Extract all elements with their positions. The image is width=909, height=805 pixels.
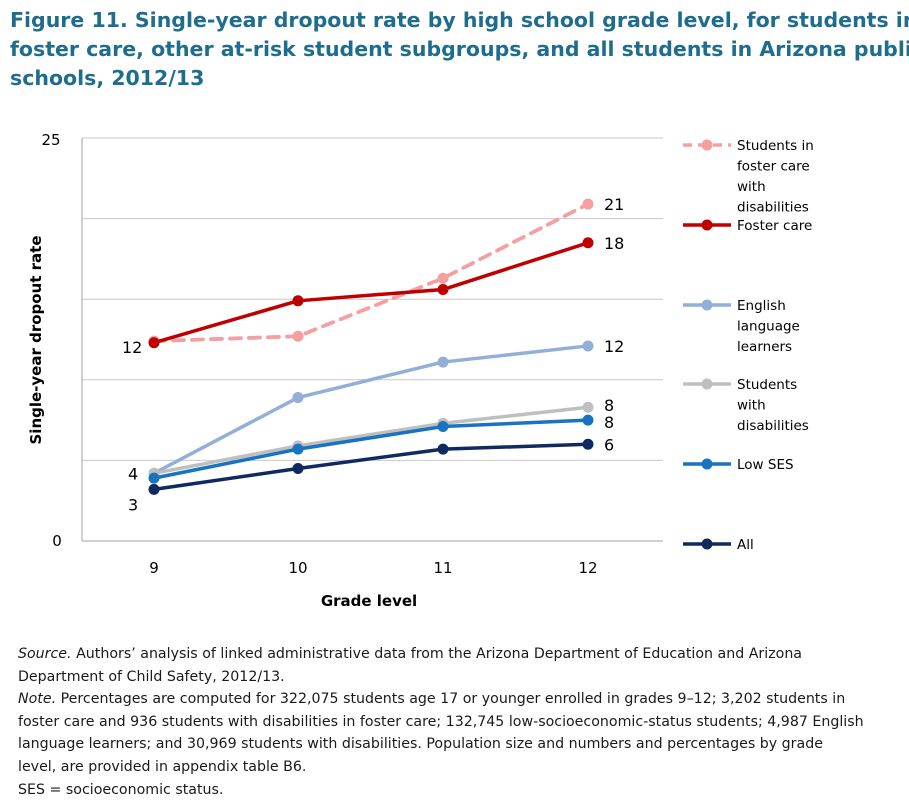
x-tick-label-11: 11 [433,559,452,577]
legend-label-english-language-learners-line-1: English [737,298,786,314]
legend-label-all-line-1: All [737,537,754,553]
series-line-low-ses [152,418,590,480]
legend-item-foster-care: Foster care [683,218,812,234]
data-point-students-in-foster-care-with-disabilities-grade-10 [292,330,304,342]
data-point-english-language-learners-grade-11 [437,356,449,368]
source-note: Source. Authors’ analysis of linked admi… [18,643,898,666]
source-note-continued: Department of Child Safety, 2012/13. [18,668,285,685]
y-tick-label-max: 25 [41,131,60,149]
series-foster-care [148,237,594,349]
legend-swatch-marker-students-with-disabilities [701,378,713,390]
start-label-students-in-foster-care-with-disabilities: 12 [122,338,142,357]
figure-notes: Source. Authors’ analysis of linked admi… [18,643,898,801]
legend-label-foster-care-line-1: Foster care [737,218,812,234]
data-point-students-in-foster-care-with-disabilities-grade-12 [582,198,594,210]
end-label-students-in-foster-care-with-disabilities: 21 [604,195,624,214]
data-point-all-grade-10 [292,462,304,474]
axes: 25 0 Single-year dropout rate Grade leve… [27,131,663,610]
data-point-low-ses-grade-10 [292,443,304,455]
legend-swatch-marker-english-language-learners [701,299,713,311]
data-point-foster-care-grade-12 [582,237,594,249]
legend-swatch-marker-all [701,538,713,550]
legend-label-students-in-foster-care-with-disabilities-line-4: disabilities [737,200,809,216]
figure-title-line-2: foster care, other at-risk student subgr… [10,37,909,61]
method-note-line-4: level, are provided in appendix table B6… [18,758,307,775]
x-tick-label-10: 10 [288,559,307,577]
data-point-english-language-learners-grade-10 [292,392,304,404]
series-line-students-with-disabilities [152,405,590,476]
x-tick-label-9: 9 [149,559,159,577]
data-point-students-with-disabilities-grade-12 [582,401,594,413]
figure-title-line-3: schools, 2012/13 [10,66,205,90]
ses-note: SES = socioeconomic status. [18,781,224,798]
legend-label-low-ses-line-1: Low SES [737,457,794,473]
line-chart: 25 0 Single-year dropout rate Grade leve… [27,131,814,610]
x-tick-labels: 9 10 11 12 [149,559,597,577]
gridlines [82,137,663,461]
x-axis-title: Grade level [321,592,417,610]
legend-label-students-in-foster-care-with-disabilities-line-2: foster care [737,159,810,175]
legend-item-students-with-disabilities: Students with disabilities [683,377,809,434]
data-point-english-language-learners-grade-12 [582,340,594,352]
data-point-low-ses-grade-9 [148,472,160,484]
data-point-foster-care-grade-10 [292,295,304,307]
figure-title-line-1: Figure 11. Single-year dropout rate by h… [10,8,909,32]
end-label-english-language-learners: 12 [604,337,624,356]
data-labels: 21 18 12 88 6 12 4 3 [122,195,624,514]
legend-label-students-with-disabilities-line-1: Students [737,377,797,393]
data-point-all-grade-11 [437,443,449,455]
data-point-all-grade-9 [148,483,160,495]
end-label-foster-care: 18 [604,234,624,253]
series-line-all [152,442,590,492]
legend: Students in foster care with disabilities Fo… [683,138,814,553]
legend-label-students-with-disabilities-line-2: with [737,398,766,414]
series-low-ses [148,414,594,484]
legend-item-low-ses: Low SES [683,457,794,473]
figure-title: Figure 11. Single-year dropout rate by h… [10,6,909,93]
series-line-foster-care [152,241,590,345]
data-point-all-grade-12 [582,438,594,450]
legend-swatch-marker-students-in-foster-care-with-disabilities [701,139,713,151]
data-point-students-in-foster-care-with-disabilities-grade-11 [437,272,449,284]
legend-label-english-language-learners-line-3: learners [737,339,792,355]
y-axis-title: Single-year dropout rate [27,235,45,444]
series [148,198,594,495]
legend-item-all: All [683,537,754,553]
note-lead: Note. [18,691,57,708]
source-text: Authors’ analysis of linked administrati… [71,646,803,662]
source-lead: Source. [18,646,72,662]
series-line-english-language-learners [152,344,590,476]
data-point-low-ses-grade-12 [582,414,594,426]
end-label-students-with-disabilities: 8 [604,396,614,415]
legend-item-english-language-learners: English language learners [683,298,800,355]
legend-item-students-in-foster-care-with-disabilities: Students in foster care with disabilities [683,138,814,216]
legend-label-students-in-foster-care-with-disabilities-line-1: Students in [737,138,814,154]
data-point-foster-care-grade-9 [148,337,160,349]
legend-label-students-in-foster-care-with-disabilities-line-3: with [737,179,766,195]
legend-label-english-language-learners-line-2: language [737,319,800,335]
x-tick-label-12: 12 [578,559,597,577]
data-point-foster-care-grade-11 [437,284,449,296]
method-note-line-2: foster care and 936 students with disabi… [18,713,864,730]
method-note: Note. Percentages are computed for 322,0… [18,688,898,711]
legend-swatch-marker-foster-care [701,219,713,231]
end-label-low-ses: 8 [604,413,614,432]
method-note-line-3: language learners; and 30,969 students w… [18,736,823,753]
data-point-low-ses-grade-11 [437,421,449,433]
end-label-all: 6 [604,435,614,454]
start-label-all: 3 [128,495,138,514]
note-text: Percentages are computed for 322,075 stu… [56,691,846,708]
legend-swatch-marker-low-ses [701,458,713,470]
series-line-students-in-foster-care-with-disabilities [152,202,590,344]
legend-label-students-with-disabilities-line-3: disabilities [737,418,809,434]
y-tick-label-min: 0 [52,532,62,550]
series-all [148,438,594,495]
start-label-students-with-disabilities: 4 [128,464,138,483]
